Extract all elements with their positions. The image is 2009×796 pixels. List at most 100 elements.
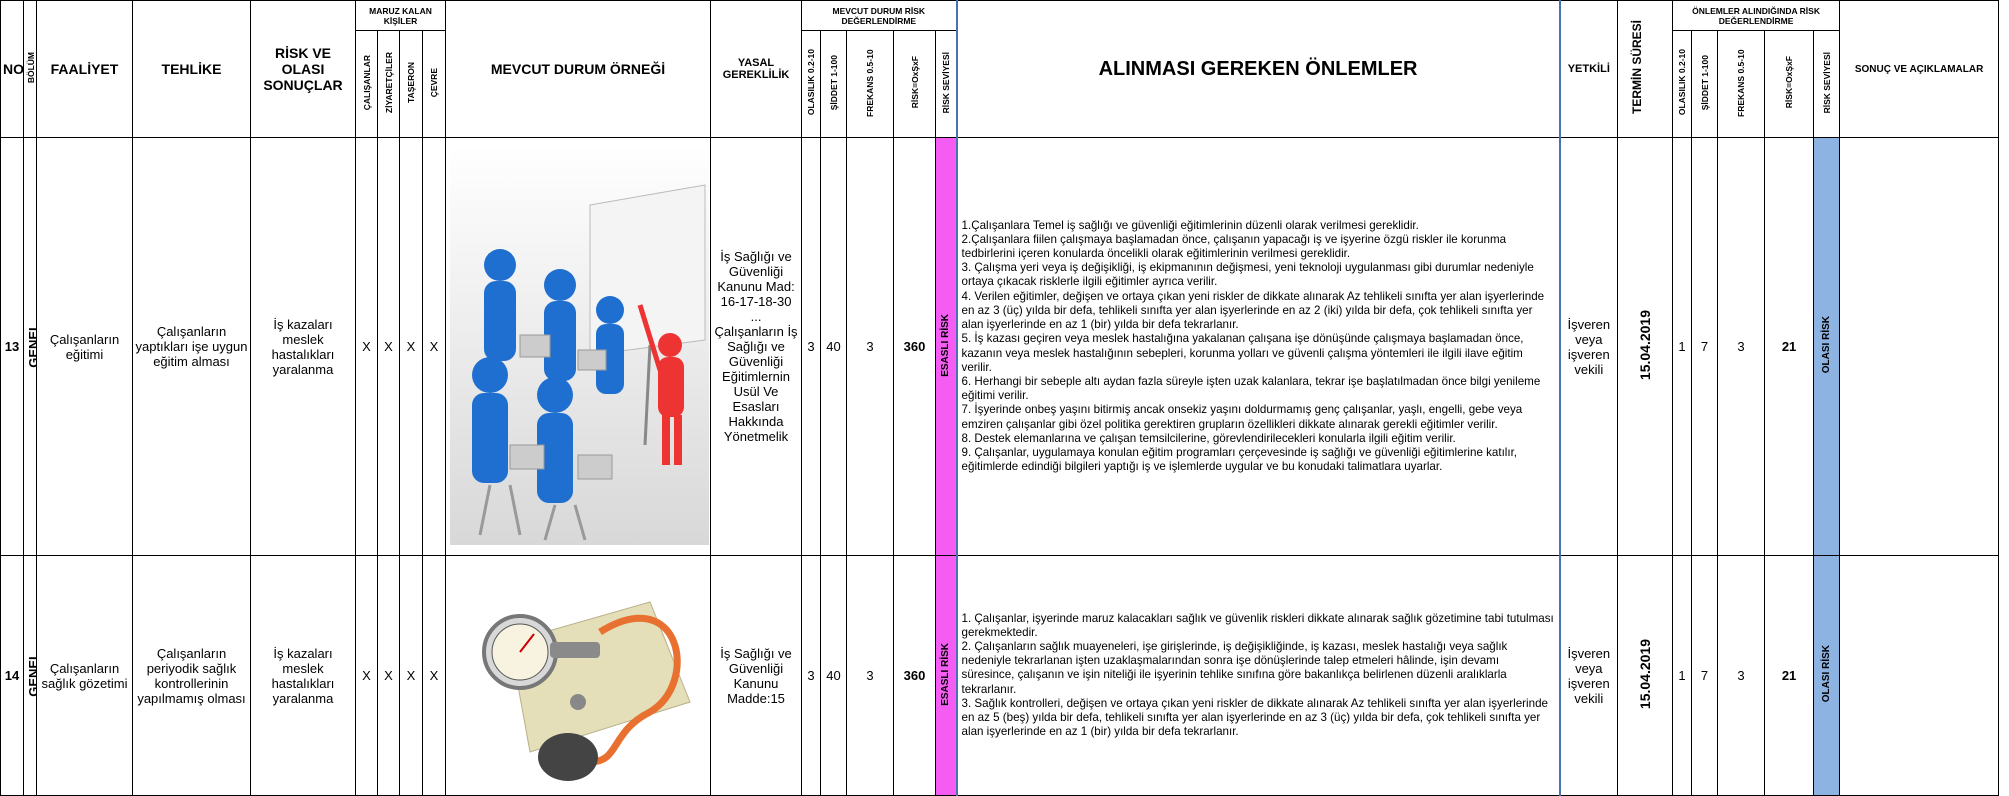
measure-item: 6. Herhangi bir sebeple altı aydan fazla… <box>961 374 1541 403</box>
cell-text: SONUÇ VE AÇIKLAMALAR <box>1854 63 1984 75</box>
table-cell: SONUÇ VE AÇIKLAMALAR <box>1839 0 2000 138</box>
cell-text: ÇALIŞANLAR <box>361 54 372 111</box>
cell-text: RİSK SEVİYESİ <box>1821 51 1832 114</box>
cell-text: 3 <box>866 668 874 683</box>
table-cell: Çalışanların sağlık gözetimi <box>36 555 133 796</box>
table-cell: 15.04.2019 <box>1617 137 1674 556</box>
cell-text: OLASI RİSK <box>1821 645 1833 703</box>
table-cell: 21 <box>1764 137 1815 556</box>
table-cell: Çalışanların periyodik sağlık kontroller… <box>132 555 251 796</box>
table-cell: İşveren veya işveren vekili <box>1559 555 1619 796</box>
table-cell: 3 <box>801 555 822 796</box>
table-cell: OLASILIK 0.2-10 <box>1672 30 1693 138</box>
table-cell: X <box>399 137 423 556</box>
table-cell: RİSK=OxŞxF <box>1764 30 1815 138</box>
table-cell: X <box>355 137 378 556</box>
table-cell: MEVCUT DURUM ÖRNEĞİ <box>445 0 712 138</box>
table-cell: 1. Çalışanlar, işyerinde maruz kalacakla… <box>955 555 1561 796</box>
table-part <box>472 249 625 503</box>
cell-text: X <box>429 339 439 354</box>
table-cell: ÇEVRE <box>421 30 447 138</box>
cell-text: ZİYARETÇİLER <box>383 51 394 114</box>
cell-text: ÖNLEMLER ALINDIĞINDA RİSK DEĞERLENDİRME <box>1692 5 1820 26</box>
cell-text: Çalışanların eğitimi <box>49 331 120 362</box>
cell-text: MARUZ KALAN KİŞİLER <box>369 5 432 26</box>
table-cell: TERMİN SÜRESİ <box>1617 0 1674 138</box>
table-cell: 3 <box>846 137 895 556</box>
cell-text: 3 <box>807 668 815 683</box>
cell-text: 3 <box>807 339 815 354</box>
cell-text: 21 <box>1781 668 1797 683</box>
cell-text: NO <box>3 61 24 77</box>
table-cell: 1 <box>1672 555 1693 796</box>
cell-text: GENEL <box>26 651 37 697</box>
table-cell <box>445 137 712 556</box>
table-cell: ÇALIŞANLAR <box>355 30 378 138</box>
table-cell: X <box>355 555 378 796</box>
table-cell: TAŞERON <box>399 30 423 138</box>
table-part <box>472 357 509 393</box>
table-cell <box>1839 137 2000 556</box>
cell-text: İşveren veya işveren vekili <box>1567 645 1611 706</box>
cell-text: 360 <box>903 668 926 683</box>
table-cell: 3 <box>846 555 895 796</box>
table-part <box>658 333 683 357</box>
table-cell: X <box>421 555 447 796</box>
table-cell: Çalışanların eğitimi <box>36 137 133 556</box>
table-part <box>519 632 535 653</box>
table-cell: RİSK VE OLASI SONUÇLAR <box>250 0 356 138</box>
cell-text: X <box>429 668 439 683</box>
cell-text: 13 <box>4 339 20 354</box>
cell-text: İş kazaları meslek hastalıkları yaralanm… <box>271 316 335 377</box>
table-cell: ŞİDDET 1-100 <box>1691 30 1719 138</box>
cell-text: GENEL <box>26 322 37 368</box>
table-part <box>478 484 492 536</box>
table-cell: İş Sağlığı ve Güvenliği Kanunu Mad: 16-1… <box>710 137 803 556</box>
cell-text: 3 <box>866 339 874 354</box>
table-part <box>484 249 517 281</box>
table-part <box>509 444 545 470</box>
table-cell: 21 <box>1764 555 1815 796</box>
table-cell: 360 <box>893 555 937 796</box>
cell-text: RİSK VE OLASI SONUÇLAR <box>263 45 343 93</box>
cell-text: 1 <box>1678 339 1686 354</box>
table-part <box>519 334 551 358</box>
cell-text: ESASLI RİSK <box>940 313 952 377</box>
table-part <box>537 377 574 413</box>
table-part: 13 GENEL Çalışanların eğitimi Çalışanlar… <box>0 137 2000 556</box>
table-cell <box>1839 555 2000 796</box>
measure-item: 5. İş kazası geçiren veya meslek hastalı… <box>961 332 1524 374</box>
cell-text: 7 <box>1700 668 1709 683</box>
table-cell: 14 <box>0 555 24 796</box>
cell-text: TERMİN SÜRESİ <box>1630 20 1645 115</box>
table-cell: 40 <box>820 137 848 556</box>
table-part <box>570 693 587 710</box>
cell-text: 1 <box>1678 668 1686 683</box>
table-cell: ZİYARETÇİLER <box>377 30 400 138</box>
cell-text: TAŞERON <box>406 62 416 103</box>
table-cell: İş kazaları meslek hastalıkları yaralanm… <box>250 137 356 556</box>
table-cell: 3 <box>1717 555 1766 796</box>
cell-text: X <box>406 668 416 683</box>
table-cell: X <box>377 137 400 556</box>
table-cell: ÖNLEMLER ALINDIĞINDA RİSK DEĞERLENDİRME <box>1672 0 1841 31</box>
table-part <box>577 454 613 480</box>
cell-text: 360 <box>903 339 926 354</box>
table-cell: YASAL GEREKLİLİK <box>710 0 803 138</box>
table-part <box>508 484 522 536</box>
table-cell: ŞİDDET 1-100 <box>820 30 848 138</box>
table-part: NO BÖLÜM FAALİYET TEHLİKE RİSK VE OLASI … <box>0 0 2000 138</box>
cell-text: 15.04.2019 <box>1637 638 1654 710</box>
measure-item: 7. İşyerinde onbeş yaşını bitirmiş ancak… <box>961 403 1523 431</box>
table-cell: 1 <box>1672 137 1693 556</box>
measure-item: 3. Sağlık kontrolleri, değişen ve ortaya… <box>961 696 1548 739</box>
measure-item: 3. Çalışma yeri veya iş değişikliği, iş … <box>961 261 1534 289</box>
table-part <box>509 334 613 480</box>
table-cell: OLASI RİSK <box>1813 137 1841 556</box>
table-part <box>573 504 587 541</box>
measure-item: 9. Çalışanlar, uygulamaya konulan eğitim… <box>961 445 1518 474</box>
cell-text: YASAL GEREKLİLİK <box>722 57 790 81</box>
table-cell: GENEL <box>23 555 37 796</box>
